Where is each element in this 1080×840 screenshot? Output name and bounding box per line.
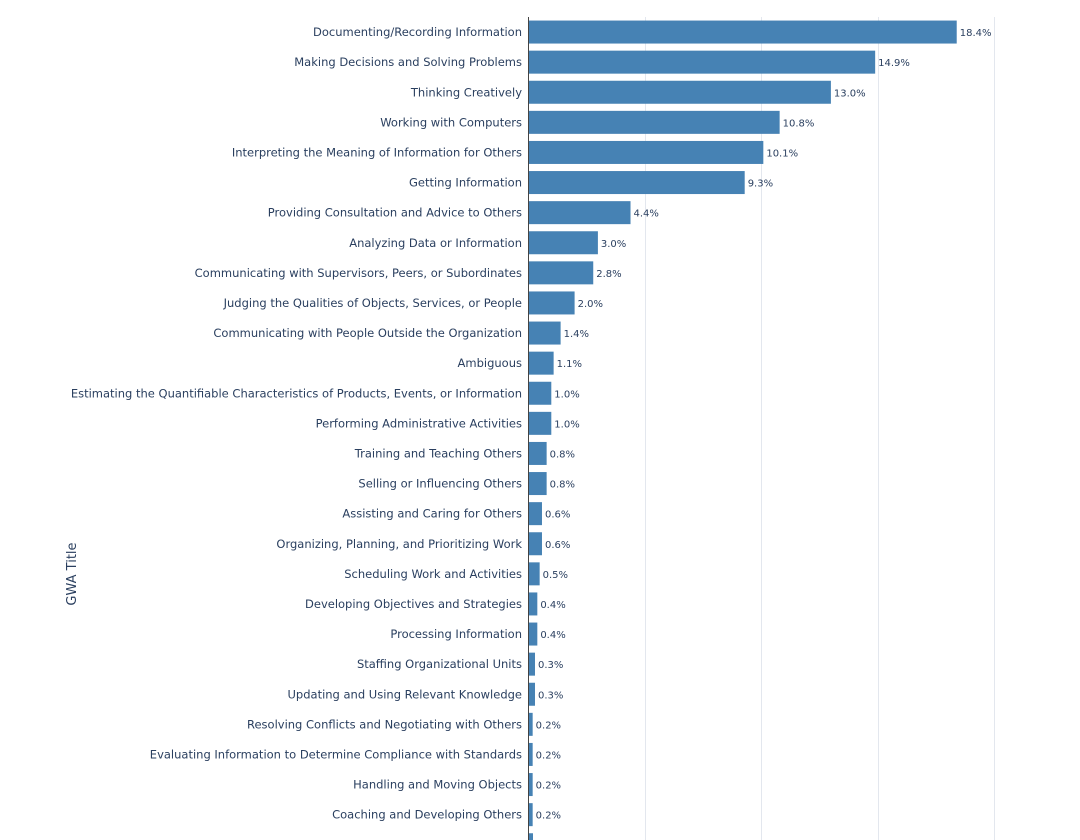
value-label: 0.2% xyxy=(536,811,561,822)
category-label: Analyzing Data or Information xyxy=(349,236,522,250)
category-label: Training and Teaching Others xyxy=(354,446,522,460)
gridlines xyxy=(645,17,995,840)
value-label: 1.0% xyxy=(554,419,579,430)
category-label: Providing Consultation and Advice to Oth… xyxy=(268,206,522,220)
category-label: Organizing, Planning, and Prioritizing W… xyxy=(276,537,522,551)
bar[interactable] xyxy=(529,140,764,164)
bar[interactable] xyxy=(529,291,575,315)
value-label: 9.3% xyxy=(748,179,773,190)
bar[interactable] xyxy=(529,441,547,465)
value-label: 2.0% xyxy=(578,299,603,310)
value-label: 0.4% xyxy=(540,630,565,641)
value-label: 0.2% xyxy=(536,720,561,731)
value-label: 0.4% xyxy=(540,600,565,611)
value-labels: 18.4% 14.9% 13.0% 10.8% 10.1% 9.3% 4.4% 3.0% 2.8… xyxy=(536,28,992,822)
category-label: Ambiguous xyxy=(458,356,522,370)
category-label: Performing Administrative Activities xyxy=(316,416,522,430)
category-label: Interpreting the Meaning of Information … xyxy=(232,145,522,159)
value-label: 1.4% xyxy=(564,329,589,340)
bar[interactable] xyxy=(529,381,552,405)
bar[interactable] xyxy=(529,411,552,435)
value-label: 0.3% xyxy=(538,690,563,701)
category-label: Scheduling Work and Activities xyxy=(344,567,522,581)
category-label: Handling and Moving Objects xyxy=(353,778,522,792)
category-label: Assisting and Caring for Others xyxy=(342,507,522,521)
bar[interactable] xyxy=(529,201,631,225)
category-label: Working with Computers xyxy=(380,115,522,129)
category-label: Updating and Using Relevant Knowledge xyxy=(288,687,523,701)
value-label: 10.1% xyxy=(766,148,798,159)
value-label: 0.2% xyxy=(536,750,561,761)
category-label: Processing Information xyxy=(390,627,522,641)
bar[interactable] xyxy=(529,652,535,676)
value-label: 0.6% xyxy=(545,510,570,521)
category-label: Judging the Qualities of Objects, Servic… xyxy=(223,296,522,310)
bar[interactable] xyxy=(529,532,542,556)
bar[interactable] xyxy=(529,622,538,646)
y-axis-title: GWA Title xyxy=(65,542,80,605)
value-label: 0.5% xyxy=(543,570,568,581)
value-label: 1.1% xyxy=(557,359,582,370)
value-label: 4.4% xyxy=(634,209,659,220)
category-label: Staffing Organizational Units xyxy=(357,657,522,671)
bar[interactable] xyxy=(529,321,561,345)
category-label: Developing Objectives and Strategies xyxy=(305,597,522,611)
value-label: 13.0% xyxy=(834,88,866,99)
category-label: Coaching and Developing Others xyxy=(332,808,522,822)
value-label: 3.0% xyxy=(601,239,626,250)
value-label: 0.2% xyxy=(536,781,561,792)
category-labels: Documenting/Recording Information Making … xyxy=(71,25,523,822)
category-label: Getting Information xyxy=(409,176,522,190)
bar[interactable] xyxy=(529,110,780,134)
value-label: 18.4% xyxy=(960,28,992,39)
category-label: Communicating with Supervisors, Peers, o… xyxy=(195,266,522,280)
bar[interactable] xyxy=(529,803,533,827)
category-label: Evaluating Information to Determine Comp… xyxy=(150,747,522,761)
category-label: Making Decisions and Solving Problems xyxy=(294,55,522,69)
bar[interactable] xyxy=(529,20,957,44)
bar[interactable] xyxy=(529,712,533,736)
bar[interactable] xyxy=(529,472,547,496)
value-label: 0.3% xyxy=(538,660,563,671)
category-label: Communicating with People Outside the Or… xyxy=(213,326,522,340)
value-label: 14.9% xyxy=(878,58,910,69)
bar[interactable] xyxy=(529,773,533,797)
value-label: 0.8% xyxy=(550,480,575,491)
bar[interactable] xyxy=(529,50,876,74)
bar[interactable] xyxy=(529,231,598,255)
value-label: 10.8% xyxy=(783,118,815,129)
category-label: Documenting/Recording Information xyxy=(313,25,522,39)
value-label: 2.8% xyxy=(596,269,621,280)
bar[interactable] xyxy=(529,742,533,766)
category-label: Estimating the Quantifiable Characterist… xyxy=(71,386,522,400)
bar[interactable] xyxy=(529,682,535,706)
bar[interactable] xyxy=(529,80,831,104)
bar[interactable] xyxy=(529,562,540,586)
bar[interactable] xyxy=(529,171,745,195)
category-label: Resolving Conflicts and Negotiating with… xyxy=(247,717,522,731)
bars xyxy=(529,20,957,840)
value-label: 0.8% xyxy=(550,449,575,460)
bar[interactable] xyxy=(529,351,554,375)
value-label: 0.6% xyxy=(545,540,570,551)
value-label: 1.0% xyxy=(554,389,579,400)
bar[interactable] xyxy=(529,261,594,285)
category-label: Selling or Influencing Others xyxy=(358,477,522,491)
bar[interactable] xyxy=(529,502,542,526)
bar[interactable] xyxy=(529,592,538,616)
category-label: Thinking Creatively xyxy=(410,85,522,99)
bar-cropped xyxy=(529,833,533,840)
